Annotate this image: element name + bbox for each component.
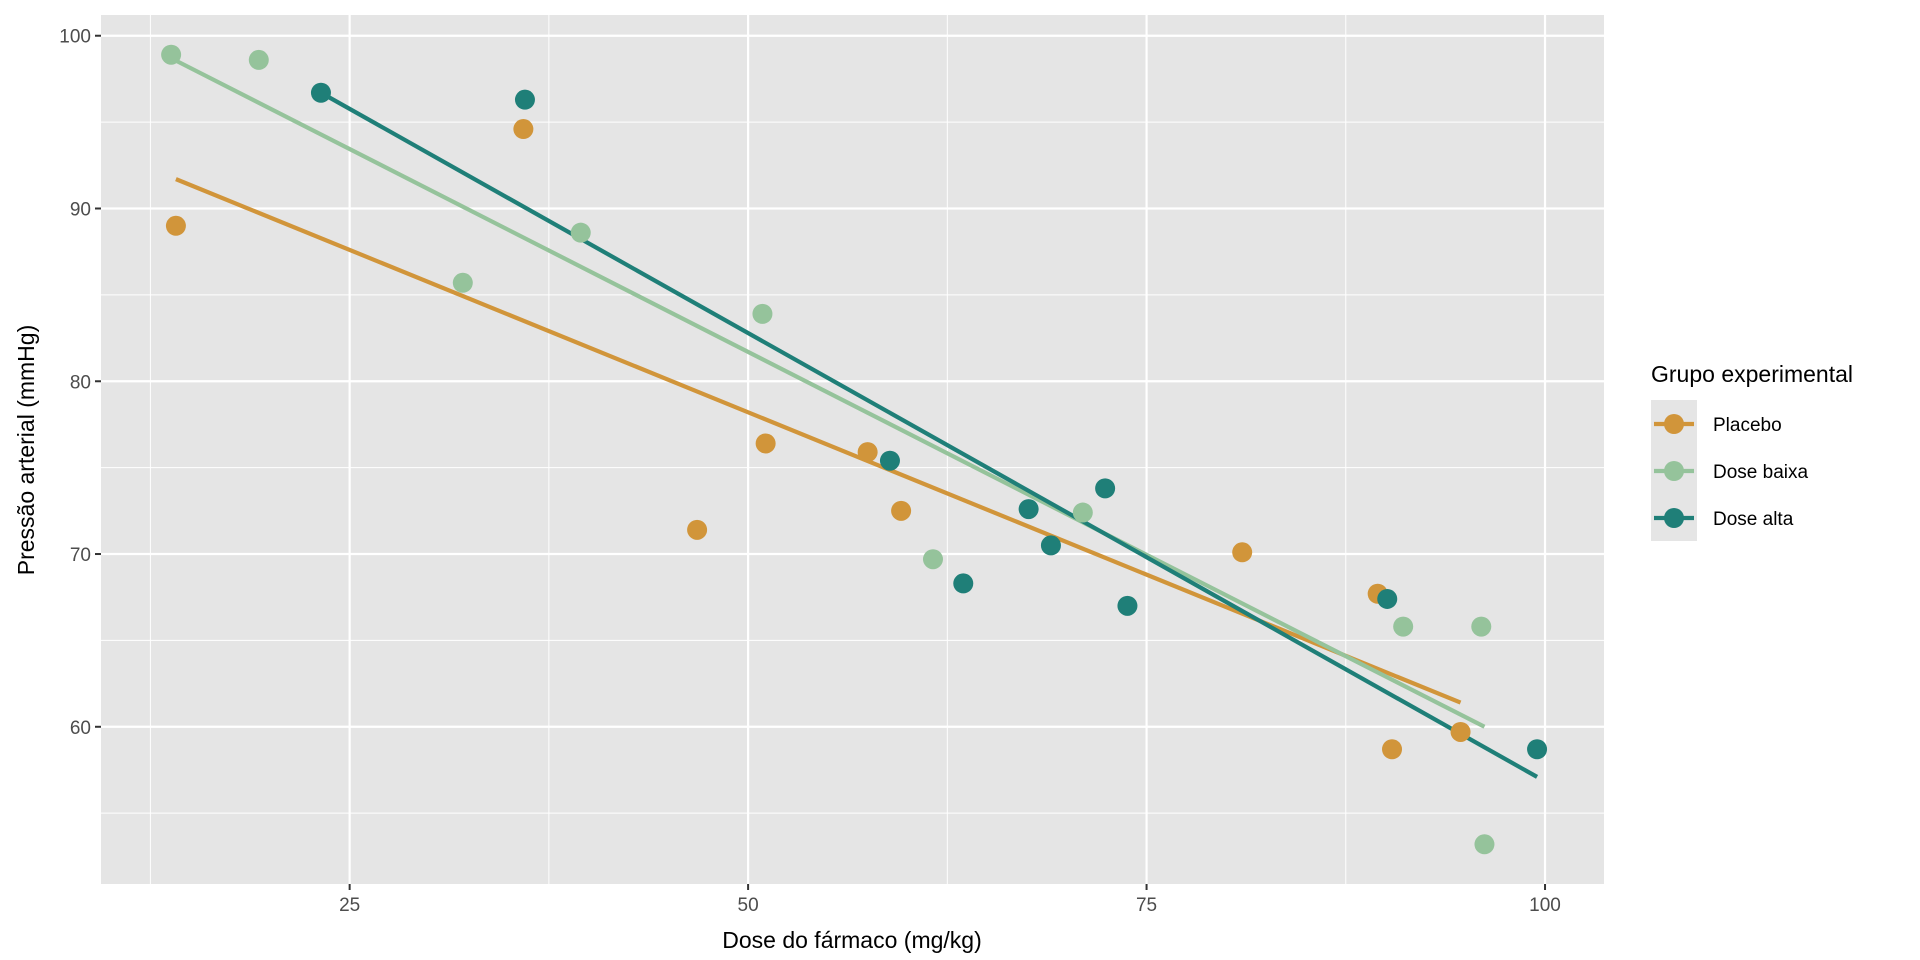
point-dose-baixa: [1471, 616, 1492, 637]
x-tick-label: 100: [1529, 895, 1561, 916]
point-dose-baixa: [752, 303, 773, 324]
point-dose-alta: [953, 573, 974, 594]
grid: [101, 15, 1604, 884]
legend-point-dose-baixa: [1664, 461, 1684, 481]
point-dose-alta: [514, 89, 535, 110]
point-dose-alta: [1117, 595, 1138, 616]
point-placebo: [1382, 739, 1403, 760]
fit-line-dose-alta: [319, 90, 1539, 779]
point-dose-alta: [1095, 478, 1116, 499]
legend-label-placebo: Placebo: [1713, 415, 1782, 436]
point-placebo: [513, 119, 534, 140]
point-dose-alta: [1040, 535, 1061, 556]
legend-point-dose-alta: [1664, 508, 1684, 528]
fit-line-dose-baixa: [170, 56, 1486, 729]
point-placebo: [165, 215, 186, 236]
y-tick-label: 70: [70, 545, 91, 566]
x-tick-label: 50: [738, 895, 759, 916]
x-axis-title: Dose do fármaco (mg/kg): [722, 927, 981, 953]
legend: Grupo experimental Placebo Dose baixa Dose…: [1651, 361, 1853, 541]
y-axis-title: Pressão arterial (mmHg): [13, 325, 39, 576]
y-tick-label: 90: [70, 199, 91, 220]
data-points: [161, 44, 1548, 855]
point-dose-alta: [1527, 739, 1548, 760]
x-tick-label: 25: [339, 895, 360, 916]
point-dose-alta: [879, 450, 900, 471]
axes: 25 50 75 100 60 70 80 90 100: [59, 27, 1561, 916]
point-placebo: [1450, 721, 1471, 742]
legend-label-dose-alta: Dose alta: [1713, 509, 1794, 530]
point-placebo: [1232, 542, 1253, 563]
point-dose-baixa: [161, 44, 182, 65]
point-placebo: [755, 433, 776, 454]
legend-title: Grupo experimental: [1651, 361, 1853, 387]
y-tick-label: 100: [59, 27, 91, 48]
plot-panel: [101, 15, 1604, 884]
x-tick-label: 75: [1136, 895, 1157, 916]
legend-point-placebo: [1664, 414, 1684, 434]
point-placebo: [687, 519, 708, 540]
point-dose-alta: [1018, 499, 1039, 520]
point-dose-baixa: [1072, 502, 1093, 523]
point-placebo: [891, 500, 912, 521]
y-tick-label: 60: [70, 718, 91, 739]
point-dose-baixa: [1474, 834, 1495, 855]
point-dose-baixa: [452, 272, 473, 293]
y-tick-label: 80: [70, 372, 91, 393]
fit-lines: [170, 56, 1539, 779]
point-dose-alta: [1377, 588, 1398, 609]
point-dose-baixa: [1393, 616, 1414, 637]
legend-label-dose-baixa: Dose baixa: [1713, 462, 1808, 483]
point-placebo: [857, 442, 878, 463]
point-dose-baixa: [570, 222, 591, 243]
point-dose-baixa: [922, 549, 943, 570]
point-dose-alta: [310, 82, 331, 103]
point-dose-baixa: [248, 49, 269, 70]
